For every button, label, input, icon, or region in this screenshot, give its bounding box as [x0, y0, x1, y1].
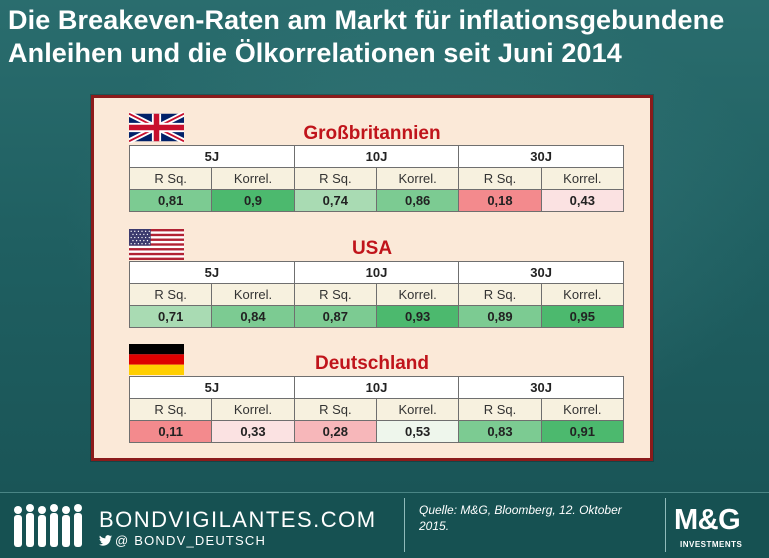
value-cell: 0,91 [540, 420, 625, 443]
value-cell: 0,33 [211, 420, 295, 443]
metric-label: Korrel. [375, 283, 460, 306]
footer: BONDVIGILANTES.COM @ BONDV_DEUTSCH Quell… [0, 492, 769, 558]
metric-label: R Sq. [293, 167, 377, 190]
value-cell: 0,87 [293, 305, 377, 328]
metric-label: Korrel. [540, 283, 625, 306]
country-name: USA [351, 238, 393, 259]
metric-label: R Sq. [458, 398, 542, 421]
metric-label: R Sq. [458, 167, 542, 190]
metric-label: R Sq. [128, 398, 213, 421]
mg-logo-sub: INVESTMENTS [680, 540, 743, 549]
metric-label: R Sq. [293, 398, 377, 421]
metric-label: Korrel. [211, 283, 295, 306]
tenor-header: 10J [293, 145, 460, 168]
value-cell: 0,28 [293, 420, 377, 443]
footer-divider [0, 492, 769, 493]
data-panel: Großbritannien 5J 10J 30J R Sq. Korrel. … [91, 95, 653, 461]
germany-flag-icon [129, 344, 184, 375]
metric-label: Korrel. [540, 167, 625, 190]
page-title: Die Breakeven-Raten am Markt für inflati… [8, 5, 725, 68]
value-cell: 0,71 [128, 305, 213, 328]
metric-label: Korrel. [375, 167, 460, 190]
tenor-header: 30J [458, 145, 624, 168]
uk-flag-icon [129, 112, 184, 143]
value-cell: 0,9 [211, 189, 295, 212]
value-cell: 0,95 [540, 305, 625, 328]
metric-label: R Sq. [128, 167, 213, 190]
tenor-header: 5J [129, 261, 295, 284]
footer-separator [665, 498, 666, 552]
metric-label: Korrel. [211, 398, 295, 421]
twitter-icon [99, 535, 112, 546]
metric-label: Korrel. [540, 398, 625, 421]
metric-label: Korrel. [375, 398, 460, 421]
uk-table: 5J 10J 30J R Sq. Korrel. R Sq. Korrel. R… [128, 145, 625, 212]
tenor-header: 30J [458, 261, 624, 284]
value-cell: 0,18 [458, 189, 542, 212]
brand-name: BONDVIGILANTES.COM [99, 507, 377, 532]
usa-table: 5J 10J 30J R Sq. Korrel. R Sq. Korrel. R… [128, 261, 625, 328]
value-cell: 0,84 [211, 305, 295, 328]
value-cell: 0,53 [375, 420, 460, 443]
value-cell: 0,86 [375, 189, 460, 212]
metric-label: R Sq. [293, 283, 377, 306]
value-cell: 0,83 [458, 420, 542, 443]
us-flag-icon [129, 229, 184, 260]
value-cell: 0,89 [458, 305, 542, 328]
metric-label: Korrel. [211, 167, 295, 190]
country-name: Deutschland [314, 353, 430, 374]
twitter-handle[interactable]: @ BONDV_DEUTSCH [115, 533, 267, 548]
value-cell: 0,93 [375, 305, 460, 328]
tenor-header: 5J [129, 376, 295, 399]
value-cell: 0,74 [293, 189, 377, 212]
source-note: Quelle: M&G, Bloomberg, 12. Oktober 2015… [419, 503, 622, 533]
value-cell: 0,11 [128, 420, 213, 443]
value-cell: 0,43 [540, 189, 625, 212]
tenor-header: 10J [293, 376, 460, 399]
footer-separator [404, 498, 405, 552]
mg-logo: M&G [674, 504, 741, 536]
metric-label: R Sq. [458, 283, 542, 306]
tenor-header: 10J [293, 261, 460, 284]
people-silhouette-icon [14, 504, 82, 547]
metric-label: R Sq. [128, 283, 213, 306]
tenor-header: 30J [458, 376, 624, 399]
country-name: Großbritannien [303, 123, 441, 144]
tenor-header: 5J [129, 145, 295, 168]
germany-table: 5J 10J 30J R Sq. Korrel. R Sq. Korrel. R… [128, 376, 625, 443]
value-cell: 0,81 [128, 189, 213, 212]
